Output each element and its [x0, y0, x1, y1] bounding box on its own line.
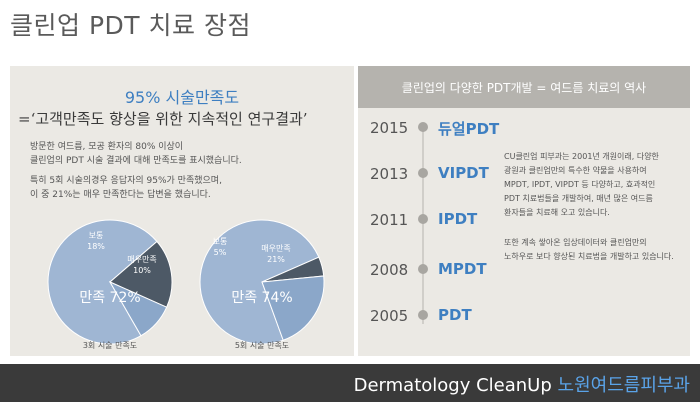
- history-paragraph: 또한 계속 쌓아온 임상데이터와 클린업만의 노하우로 보다 향상된 치료법을 …: [504, 236, 684, 264]
- description-line: 방문한 여드름, 모공 환자의 80% 이상이: [30, 142, 184, 152]
- description-line: 클린업의 PDT 시술 결과에 대해 만족도를 표시했습니다.: [30, 156, 242, 166]
- satisfaction-pie-charts: 만족 72% 보통 18% 매우만족 10% 3회 시술 만족도 만족 74% 보통 5% 매우만…: [47, 219, 325, 350]
- timeline-dot: [418, 310, 428, 320]
- timeline-year: 2013: [370, 165, 409, 183]
- satisfaction-panel: 95% 시술만족도 =‘고객만족도 향상을 위한 지속적인 연구결과’ 방문한 …: [10, 66, 354, 356]
- timeline-year: 2008: [370, 261, 409, 279]
- history-line: PDT 치료법들을 개발하여, 매년 많은 여드름: [504, 194, 653, 203]
- timeline-item: 2013 VIPDT: [358, 162, 508, 186]
- history-header: 클린업의 다양한 PDT개발 = 여드름 치료의 역사: [358, 66, 690, 108]
- timeline-item: 2011 IPDT: [358, 208, 508, 232]
- timeline-item: 2008 MPDT: [358, 258, 508, 282]
- history-line: 또한 계속 쌓아온 임상데이터와 클린업만의: [504, 238, 647, 247]
- timeline-name: VIPDT: [438, 164, 489, 182]
- pie-label: 만족 72%: [79, 290, 140, 306]
- timeline-name: IPDT: [438, 210, 478, 228]
- pie-label: 매우만족 21%: [261, 244, 290, 264]
- pie-title: 5회 시술 만족도: [235, 340, 289, 350]
- pie-slice: [261, 275, 325, 341]
- timeline-year: 2005: [370, 307, 409, 325]
- brand-korean: 노원여드름피부과: [557, 375, 690, 396]
- pie-label: 보통 18%: [87, 231, 105, 251]
- history-line: 환자들을 치료해 오고 있습니다.: [504, 208, 610, 217]
- pie-slice: [108, 280, 168, 337]
- history-line: 노하우로 보다 향상된 치료법을 개발하고 있습니다.: [504, 252, 674, 261]
- page-title: 클린업 PDT 치료 장점: [10, 11, 251, 40]
- timeline-item: 2015 듀얼PDT: [358, 116, 508, 140]
- description-line: 특히 5회 시술의경우 응답자의 95%가 만족했으며,: [30, 176, 222, 186]
- timeline-item: 2005 PDT: [358, 304, 508, 328]
- footer-brand: Dermatology CleanUp 노원여드름피부과: [354, 371, 690, 397]
- timeline-dot: [418, 264, 428, 274]
- timeline-dot: [418, 168, 428, 178]
- history-line: MPDT, IPDT, VIPDT 등 다양하고, 효과적인: [504, 180, 656, 189]
- timeline-year: 2011: [370, 211, 409, 229]
- timeline-name: PDT: [438, 306, 472, 324]
- pie-label: 만족 74%: [231, 290, 292, 306]
- history-line: CU클린업 피부과는 2001년 개원이래, 다양한: [504, 152, 659, 161]
- timeline-name: 듀얼PDT: [438, 120, 500, 138]
- pie-slice: [109, 240, 173, 308]
- pie-label: 매우만족 10%: [127, 255, 156, 275]
- pie-label: 보통 5%: [213, 237, 228, 257]
- history-panel: 클린업의 다양한 PDT개발 = 여드름 치료의 역사 2015 듀얼PDT 2…: [358, 66, 690, 356]
- timeline-year: 2015: [370, 119, 409, 137]
- pie-slice: [47, 219, 158, 345]
- history-line: 광원과 클린업만의 특수한 약물을 사용하여: [504, 166, 647, 175]
- timeline-dot: [418, 214, 428, 224]
- footer-bar: Dermatology CleanUp 노원여드름피부과: [0, 364, 700, 402]
- description-line: 이 중 21%는 매우 만족한다는 답변을 했습니다.: [30, 190, 211, 200]
- satisfaction-heading: 95% 시술만족도: [124, 88, 240, 107]
- timeline-name: MPDT: [438, 260, 487, 278]
- study-title: =‘고객만족도 향상을 위한 지속적인 연구결과’: [18, 110, 308, 128]
- pie-title: 3회 시술 만족도: [83, 340, 137, 350]
- timeline-dot: [418, 122, 428, 132]
- history-paragraph: CU클린업 피부과는 2001년 개원이래, 다양한 광원과 클린업만의 특수한…: [504, 150, 684, 220]
- history-title: 클린업의 다양한 PDT개발 = 여드름 치료의 역사: [401, 81, 647, 95]
- brand-english: Dermatology CleanUp: [353, 375, 552, 396]
- timeline-line: [422, 124, 424, 324]
- pie-slice: [199, 219, 320, 345]
